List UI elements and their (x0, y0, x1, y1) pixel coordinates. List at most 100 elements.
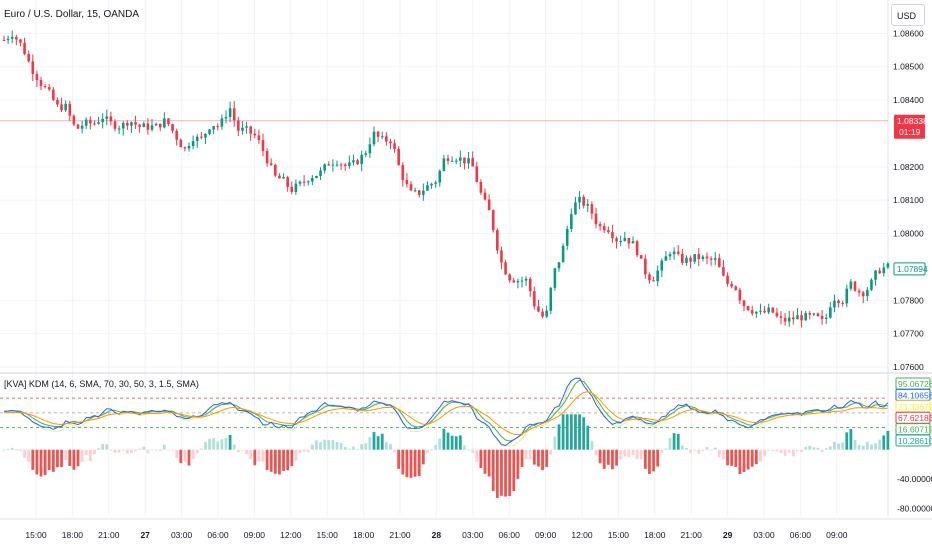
time-tick-label: 09:00 (244, 530, 266, 540)
candle-down (738, 289, 742, 301)
candle-down (93, 123, 96, 125)
candle-up (545, 310, 548, 317)
histogram-bar (841, 442, 845, 450)
countdown-value: 01:19 (899, 127, 921, 137)
histogram-bar (574, 414, 577, 450)
candle-down (175, 130, 178, 140)
histogram-bar (224, 437, 228, 450)
candle-down (60, 104, 63, 111)
histogram-bar (372, 432, 376, 450)
candle-down (878, 270, 881, 274)
candle-down (837, 300, 840, 304)
candle-up (685, 257, 688, 263)
candle-down (697, 254, 701, 259)
candle-up (524, 278, 528, 281)
candle-up (565, 228, 569, 246)
candle-down (652, 280, 655, 282)
candle-up (631, 241, 635, 244)
indicator-value-text: 73.33677 (898, 402, 932, 412)
histogram-bar (88, 449, 92, 461)
symbol-title: Euro / U.S. Dollar, 15, OANDA (4, 9, 140, 20)
candle-down (72, 115, 76, 125)
candle-up (117, 128, 121, 130)
candle-down (376, 131, 380, 137)
candle-down (397, 148, 400, 166)
candle-up (693, 254, 696, 262)
histogram-bar (360, 444, 364, 450)
candle-down (278, 175, 281, 179)
currency-button[interactable]: USD (891, 4, 925, 26)
histogram-bar (709, 449, 713, 451)
histogram-bar (528, 449, 532, 460)
price-tick-label: 1.08000 (893, 229, 924, 239)
candle-down (158, 123, 162, 128)
candle-up (787, 317, 791, 322)
candle-up (335, 164, 339, 166)
histogram-bar (417, 449, 421, 477)
candle-down (861, 292, 865, 297)
candle-down (39, 80, 43, 87)
histogram-bar (775, 449, 779, 452)
histogram-bar (80, 449, 84, 462)
histogram-bar (512, 449, 516, 492)
histogram-bar (504, 449, 507, 497)
candle-down (726, 275, 729, 284)
candle-up (130, 122, 133, 126)
candle-down (853, 281, 857, 291)
histogram-bar (253, 449, 257, 466)
candle-up (150, 125, 154, 130)
histogram-bar (857, 444, 861, 450)
candle-up (195, 136, 199, 142)
candle-up (874, 270, 877, 280)
candle-down (528, 278, 532, 292)
histogram-bar (339, 443, 343, 450)
candle-down (639, 255, 643, 259)
candle-up (228, 108, 232, 117)
candle-up (672, 251, 676, 255)
histogram-bar (257, 449, 261, 462)
histogram-bar (779, 449, 783, 454)
candle-up (833, 300, 836, 308)
candle-down (676, 251, 680, 254)
histogram-bar (27, 449, 31, 462)
candle-up (520, 280, 524, 282)
candle-down (541, 311, 544, 317)
candle-up (578, 196, 581, 203)
candle-up (323, 164, 326, 171)
candle-up (796, 315, 799, 320)
histogram-bar (430, 449, 433, 451)
candle-down (417, 190, 421, 195)
candle-down (56, 99, 59, 105)
histogram-bar (849, 428, 853, 450)
histogram-bar (656, 449, 660, 467)
last-close-label: 1.07894 (893, 262, 928, 276)
histogram-bar (627, 449, 631, 458)
histogram-bar (746, 449, 750, 470)
histogram-bar (643, 449, 647, 469)
last-close-badge (893, 262, 926, 276)
candle-down (792, 317, 795, 320)
histogram-bar (175, 449, 179, 458)
candle-up (311, 178, 314, 182)
candle-up (97, 122, 100, 124)
price-tick-label: 1.07800 (893, 295, 924, 305)
candle-up (163, 118, 166, 128)
candle-down (483, 192, 487, 200)
histogram-bar (713, 447, 717, 450)
histogram-bar (35, 449, 39, 475)
time-tick-label: 18:00 (62, 530, 84, 540)
candle-down (463, 157, 466, 164)
histogram-bar (294, 449, 298, 461)
candle-down (512, 280, 516, 283)
histogram-bar (368, 437, 372, 450)
histogram-bar (804, 446, 808, 450)
candle-up (348, 162, 351, 167)
indicator-value-label: 10.28610 (895, 434, 932, 447)
candle-up (430, 183, 433, 186)
candle-down (602, 226, 606, 231)
histogram-bar (397, 449, 401, 469)
histogram-bar (590, 440, 594, 450)
histogram-bar (117, 449, 121, 453)
histogram-bar (824, 448, 828, 450)
